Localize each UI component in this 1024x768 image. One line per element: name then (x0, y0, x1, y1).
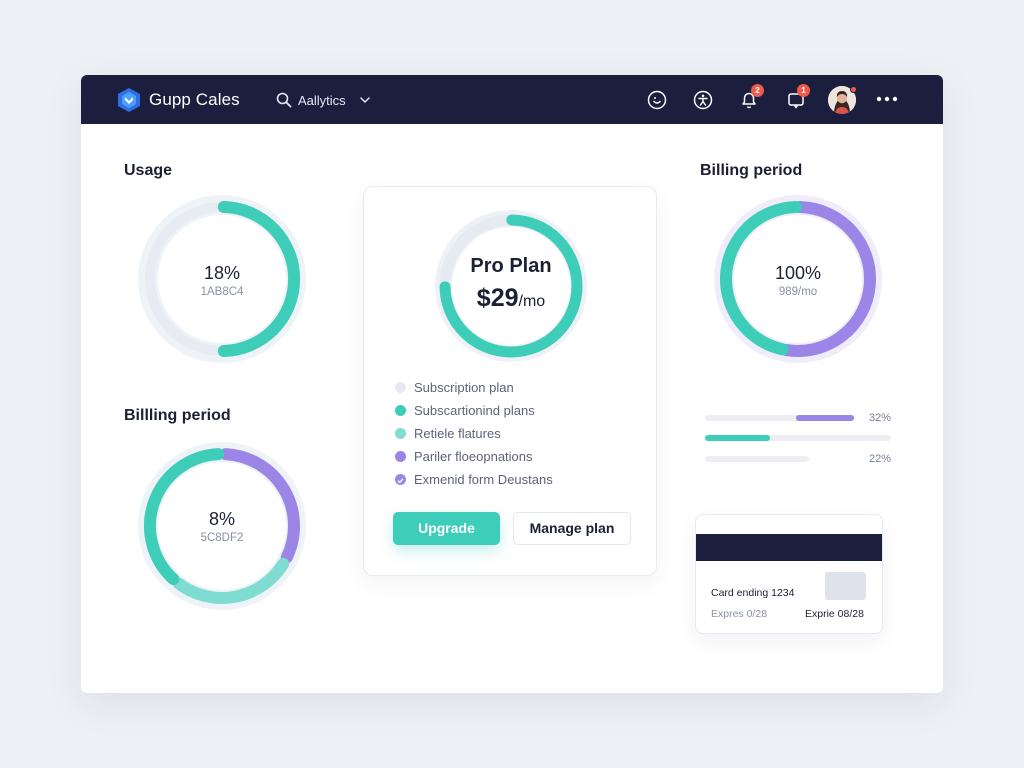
status-dot (850, 86, 857, 93)
card-expiry-right: Exprie 08/28 (805, 608, 864, 620)
usage-title: Usage (124, 162, 173, 179)
bar-label: 22% (868, 453, 891, 465)
chevron-down-icon[interactable] (359, 95, 371, 105)
app-window: Gupp Cales Aallytics 2 1 (81, 75, 943, 693)
donut-segment (172, 557, 290, 604)
billing-right-donut: 100% 989/mo (712, 193, 884, 365)
payment-card[interactable]: Card ending 1234 Expres 0/28 Exprie 08/2… (695, 514, 883, 634)
check-icon (395, 474, 406, 485)
feature-dot (395, 451, 406, 462)
notification-badge: 2 (751, 84, 764, 97)
plan-donut: Pro Plan $29/mo (434, 209, 588, 363)
feature-label: Retiele flatures (414, 426, 501, 441)
donut-segment (144, 448, 225, 586)
donut-segment (780, 201, 876, 357)
plan-period: /mo (518, 293, 546, 310)
plan-name: Pro Plan (470, 255, 552, 277)
bar-fill (705, 435, 771, 441)
feature-label: Exmenid form Deustans (414, 472, 553, 487)
plan-donut-chart (435, 210, 587, 362)
support-icon[interactable] (645, 88, 669, 112)
brand-name[interactable]: Gupp Cales (149, 90, 240, 109)
feature-dot (395, 382, 406, 393)
usage-donut: 18% 1AB8C4 (136, 193, 308, 365)
bar-fill (796, 415, 854, 421)
more-icon[interactable] (876, 95, 898, 103)
messages-badge: 1 (797, 84, 810, 97)
logo-icon[interactable] (116, 87, 142, 113)
feature-label: Pariler floeopnations (414, 449, 533, 464)
usage-donut-chart (138, 195, 306, 363)
usage-value: 18% (203, 263, 241, 283)
billing-right-value: 100% (774, 263, 822, 283)
card-stripe (696, 534, 882, 561)
card-expiry-left: Expres 0/28 (711, 608, 768, 620)
billing-right-title: Billing period (700, 162, 803, 179)
billing-left-title: Billling period (124, 407, 231, 424)
feature-dot (395, 405, 406, 416)
bar-track (705, 415, 855, 421)
feature-label: Subscription plan (414, 380, 514, 395)
billing-left-value: 8% (208, 509, 235, 529)
bar-track (705, 435, 891, 441)
feature-dot (395, 428, 406, 439)
card-chip (825, 572, 866, 600)
feature-label: Subscartionind plans (414, 403, 535, 418)
card-ending: Card ending 1234 (711, 587, 795, 599)
upgrade-button[interactable]: Upgrade (393, 512, 500, 545)
usage-sub: 1AB8C4 (200, 286, 244, 298)
chat-icon[interactable] (784, 88, 808, 112)
manage-plan-button[interactable]: Manage plan (513, 512, 631, 545)
donut-segment (219, 448, 300, 564)
bar-track (705, 456, 809, 462)
top-bar: Gupp Cales Aallytics 2 1 (81, 75, 943, 124)
search-icon[interactable] (276, 92, 292, 108)
bar-label: 32% (868, 412, 891, 424)
donut-segment (720, 201, 803, 356)
accessibility-icon[interactable] (691, 88, 715, 112)
billing-left-donut: 8% 5C8DF2 (136, 440, 308, 612)
search-dropdown-label[interactable]: Aallytics (298, 93, 346, 108)
bell-icon[interactable] (737, 88, 761, 112)
billing-right-donut-chart (714, 195, 882, 363)
billing-left-donut-chart (138, 442, 306, 610)
plan-price: $29 (476, 284, 519, 312)
plan-card: Pro Plan $29/mo Subscription plan Subsca… (363, 186, 657, 576)
billing-left-sub: 5C8DF2 (200, 532, 244, 544)
billing-right-sub: 989/mo (778, 286, 818, 298)
donut-segment (439, 214, 583, 358)
plan-price-row: $29/mo (434, 284, 588, 313)
donut-segment (217, 201, 301, 357)
